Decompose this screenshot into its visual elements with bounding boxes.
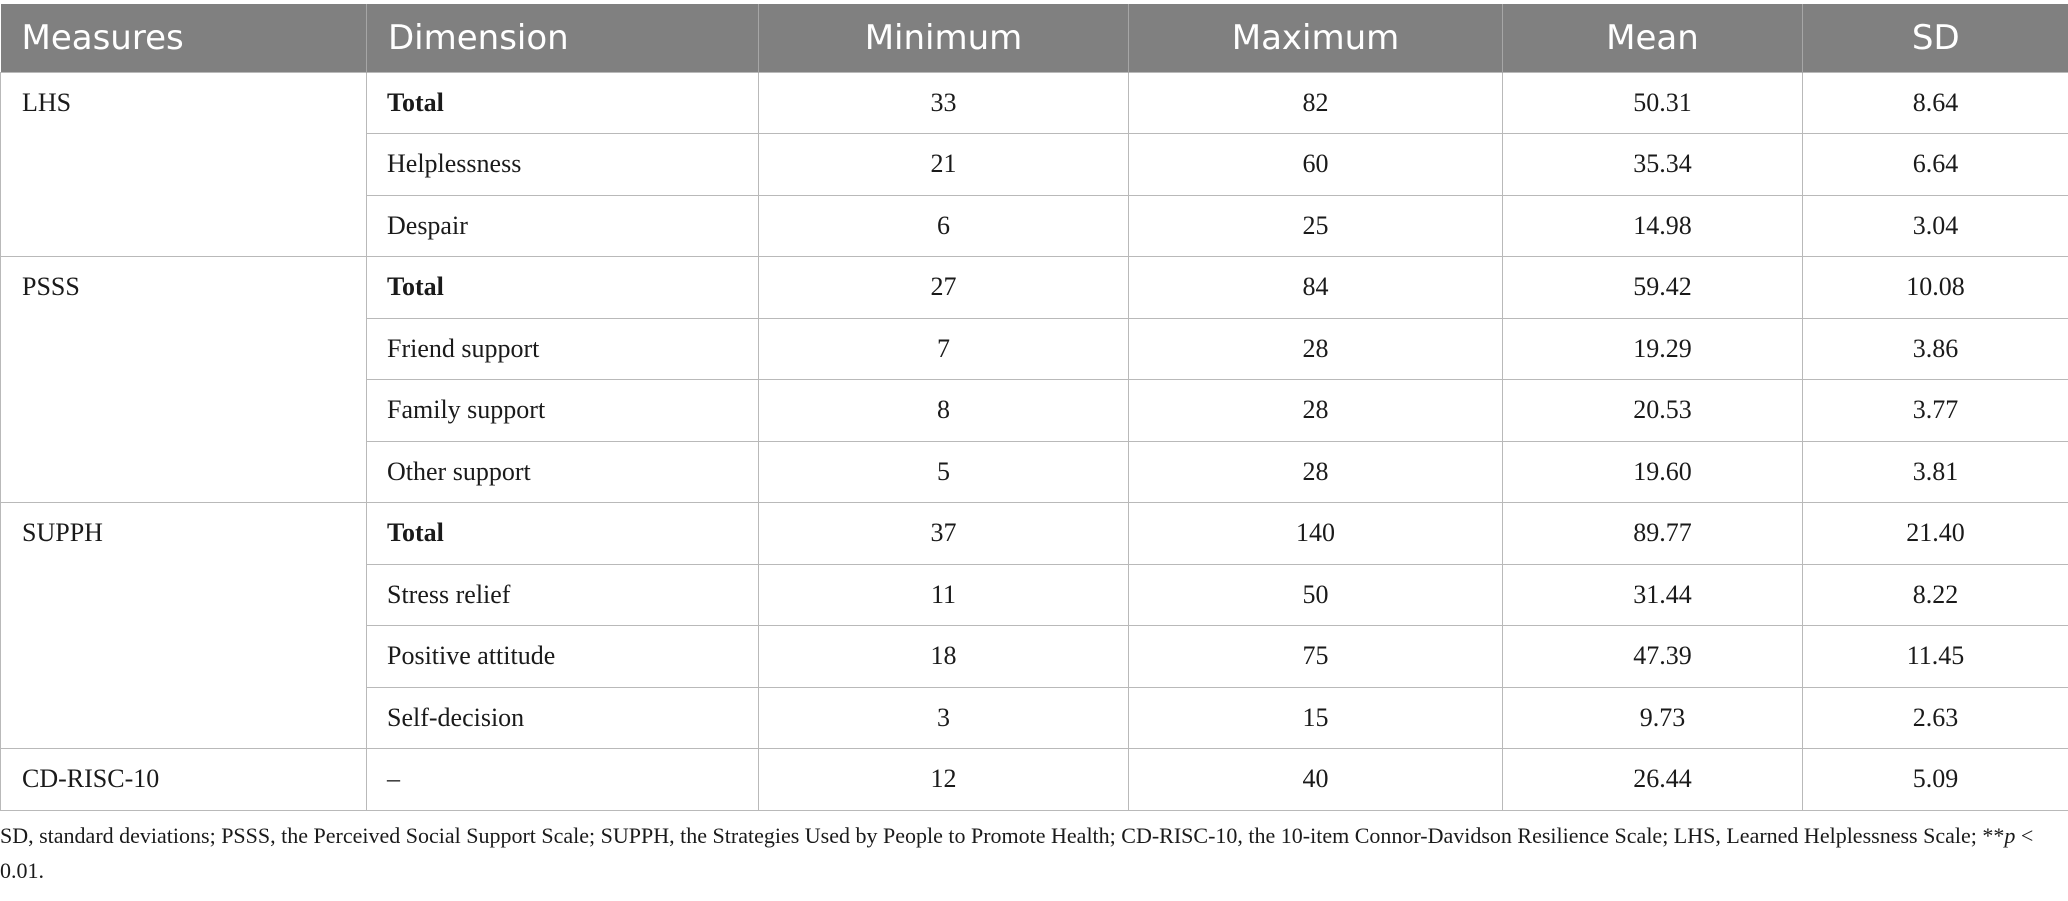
header-mean: Mean (1502, 4, 1803, 72)
maximum-cell: 28 (1128, 317, 1503, 380)
dimension-cell: Friend support (366, 317, 759, 380)
minimum-cell: 27 (758, 256, 1129, 319)
dimension-cell: Helplessness (366, 133, 759, 196)
table-footnote: SD, standard deviations; PSSS, the Perce… (0, 818, 2060, 888)
maximum-cell: 60 (1128, 133, 1503, 196)
mean-cell: 19.60 (1502, 440, 1803, 503)
table-header: Measures Dimension Minimum Maximum Mean … (0, 4, 2068, 72)
sd-cell: 6.64 (1802, 133, 2068, 196)
maximum-cell: 25 (1128, 194, 1503, 257)
table-row: CD-RISC-10–12 40 26.44 5.09 (0, 748, 2068, 811)
dimension-cell: Total (366, 502, 759, 565)
table-body: LHS Total 33 82 50.31 8.64 Helplessness 21 60 35.… (0, 71, 2068, 811)
mean-cell: 19.29 (1502, 317, 1803, 380)
mean-cell: 31.44 (1502, 563, 1803, 626)
dimension-cell: Despair (366, 194, 759, 257)
maximum-cell: 140 (1128, 502, 1503, 565)
dimension-cell: Total (366, 256, 759, 319)
sd-cell: 3.86 (1802, 317, 2068, 380)
minimum-cell: 11 (758, 563, 1129, 626)
mean-cell: 9.73 (1502, 686, 1803, 749)
sd-cell: 21.40 (1802, 502, 2068, 565)
maximum-cell: 40 (1128, 748, 1503, 811)
sd-cell: 2.63 (1802, 686, 2068, 749)
sd-cell: 8.22 (1802, 563, 2068, 626)
sd-cell: 8.64 (1802, 71, 2068, 134)
sd-cell: 3.04 (1802, 194, 2068, 257)
header-maximum: Maximum (1128, 4, 1503, 72)
measure-cell: LHS (0, 71, 367, 257)
dimension-cell: Positive attitude (366, 625, 759, 688)
dimension-cell: Stress relief (366, 563, 759, 626)
sd-cell: 10.08 (1802, 256, 2068, 319)
header-dimension: Dimension (366, 4, 759, 72)
maximum-cell: 28 (1128, 440, 1503, 503)
minimum-cell: 21 (758, 133, 1129, 196)
mean-cell: 26.44 (1502, 748, 1803, 811)
header-row: Measures Dimension Minimum Maximum Mean … (0, 4, 2068, 72)
header-measures: Measures (0, 4, 367, 72)
mean-cell: 89.77 (1502, 502, 1803, 565)
maximum-cell: 15 (1128, 686, 1503, 749)
footnote-p-symbol: p (2004, 823, 2016, 848)
table-row: PSSS Total 27 84 59.42 10.08 (0, 256, 2068, 503)
table-row: SUPPH Total 37 140 89.77 21.40 (0, 502, 2068, 749)
dimension-cell: Self-decision (366, 686, 759, 749)
minimum-cell: 7 (758, 317, 1129, 380)
maximum-cell: 84 (1128, 256, 1503, 319)
descriptive-statistics-table: Measures Dimension Minimum Maximum Mean … (0, 4, 2068, 811)
minimum-cell: 5 (758, 440, 1129, 503)
dimension-cell: Total (366, 71, 759, 134)
header-sd: SD (1802, 4, 2068, 72)
table-row: LHS Total 33 82 50.31 8.64 (0, 71, 2068, 257)
maximum-cell: 82 (1128, 71, 1503, 134)
footnote-p-threshold: < 0.01. (0, 823, 2034, 883)
minimum-cell: 37 (758, 502, 1129, 565)
measure-cell: CD-RISC-10 (0, 748, 367, 811)
mean-cell: 35.34 (1502, 133, 1803, 196)
sd-cell: 5.09 (1802, 748, 2068, 811)
measure-cell: SUPPH (0, 502, 367, 749)
minimum-cell: 8 (758, 379, 1129, 442)
maximum-cell: 75 (1128, 625, 1503, 688)
sd-cell: 3.81 (1802, 440, 2068, 503)
table-row: Family support 8 28 20.53 3.77 (1, 379, 2068, 442)
table-row: Stress relief 11 50 31.44 8.22 (1, 563, 2068, 626)
mean-cell: 20.53 (1502, 379, 1803, 442)
mean-cell: 47.39 (1502, 625, 1803, 688)
mean-cell: 59.42 (1502, 256, 1803, 319)
dimension-cell: Other support (366, 440, 759, 503)
mean-cell: 14.98 (1502, 194, 1803, 257)
dimension-cell: – (366, 748, 759, 811)
table-row: Friend support 7 28 19.29 3.86 (1, 317, 2068, 380)
footnote-text: SD, standard deviations; PSSS, the Perce… (0, 823, 2005, 848)
table-row: Positive attitude 18 75 47.39 11.45 (1, 625, 2068, 688)
minimum-cell: 6 (758, 194, 1129, 257)
maximum-cell: 50 (1128, 563, 1503, 626)
sd-cell: 11.45 (1802, 625, 2068, 688)
measure-cell: PSSS (0, 256, 367, 503)
minimum-cell: 33 (758, 71, 1129, 134)
sd-cell: 3.77 (1802, 379, 2068, 442)
header-minimum: Minimum (758, 4, 1129, 72)
dimension-cell: Family support (366, 379, 759, 442)
minimum-cell: 3 (758, 686, 1129, 749)
table-row: Despair 6 25 14.98 3.04 (1, 194, 2068, 257)
mean-cell: 50.31 (1502, 71, 1803, 134)
minimum-cell: 12 (758, 748, 1129, 811)
minimum-cell: 18 (758, 625, 1129, 688)
maximum-cell: 28 (1128, 379, 1503, 442)
